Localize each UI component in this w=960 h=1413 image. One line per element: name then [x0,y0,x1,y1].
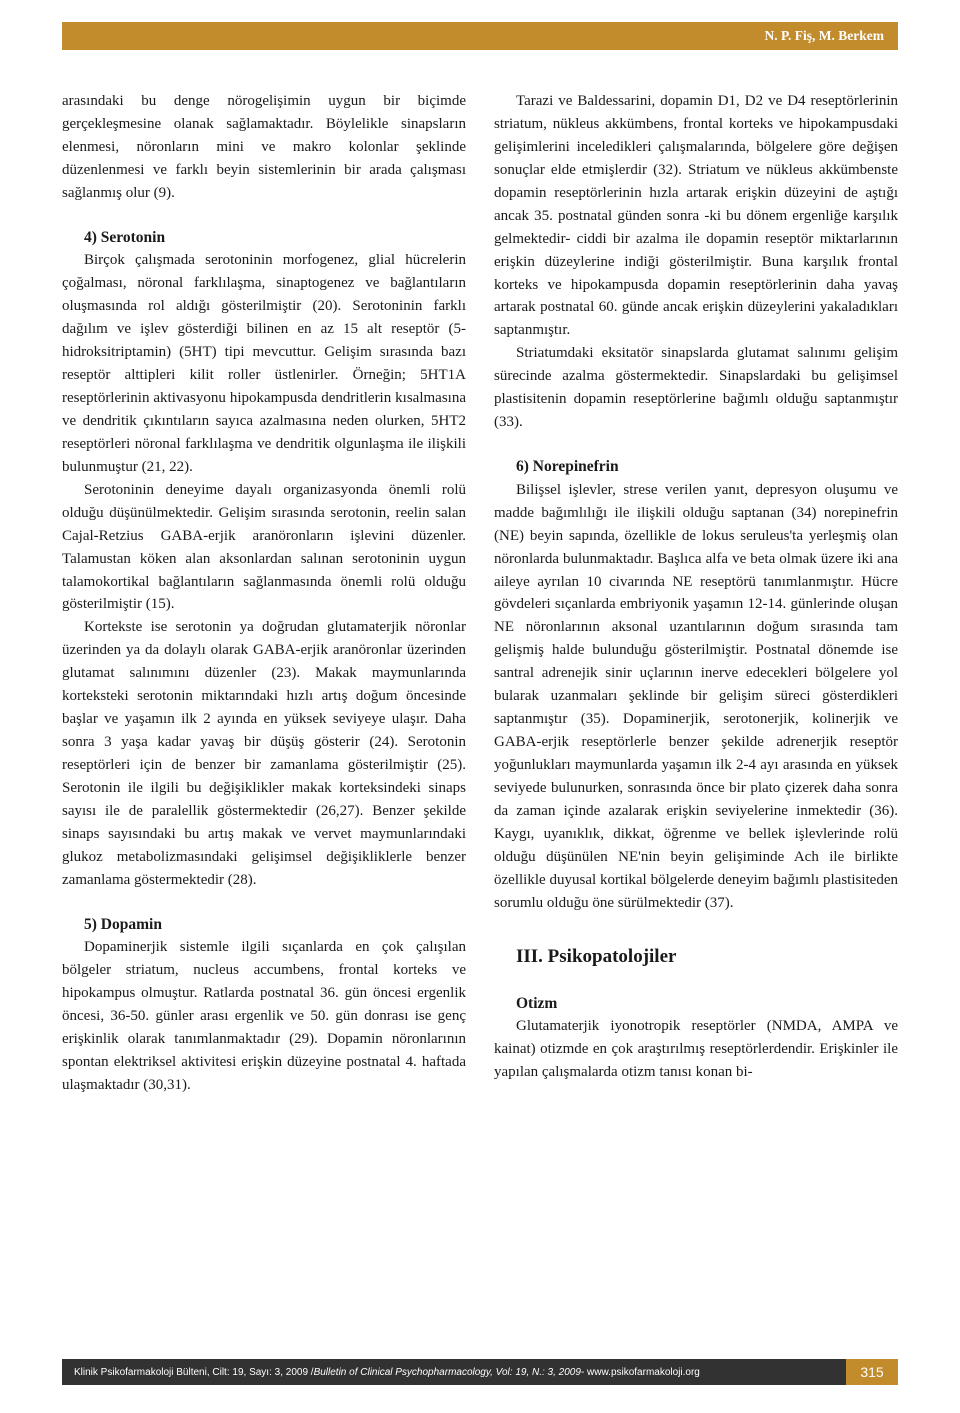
footer-text-en: Bulletin of Clinical Psychopharmacology,… [314,1367,581,1378]
para: Kortekste ise serotonin ya doğrudan glut… [62,616,466,891]
spacer [494,915,898,936]
para: Dopaminerjik sistemle ilgili sıçanlarda … [62,936,466,1097]
page-header-bar: N. P. Fiş, M. Berkem [62,22,898,50]
footer-text-tr: Klinik Psikofarmakoloji Bülteni, Cilt: 1… [74,1367,314,1378]
section-head-psikopatolojiler: III. Psikopatolojiler [494,942,898,971]
subhead-otizm: Otizm [494,992,898,1016]
subhead-serotonin: 4) Serotonin [62,226,466,250]
spacer [62,892,466,913]
subhead-dopamin: 5) Dopamin [62,913,466,937]
right-column: Tarazi ve Baldessarini, dopamin D1, D2 v… [494,90,898,1313]
header-authors: N. P. Fiş, M. Berkem [765,28,884,44]
para: Birçok çalışmada serotoninin morfogenez,… [62,249,466,478]
footer-url: - www.psikofarmakoloji.org [581,1367,700,1378]
para: arasındaki bu denge nörogelişimin uygun … [62,90,466,205]
content-columns: arasındaki bu denge nörogelişimin uygun … [62,90,898,1313]
footer-citation-bar: Klinik Psikofarmakoloji Bülteni, Cilt: 1… [62,1359,846,1385]
spacer [494,434,898,455]
para: Glutamaterjik iyonotropik reseptörler (N… [494,1015,898,1084]
page-number: 315 [846,1359,898,1385]
para: Striatumdaki eksitatör sinapslarda gluta… [494,342,898,434]
spacer [62,205,466,226]
page-footer: Klinik Psikofarmakoloji Bülteni, Cilt: 1… [62,1359,898,1385]
subhead-norepinefrin: 6) Norepinefrin [494,455,898,479]
para: Serotoninin deneyime dayalı organizasyon… [62,479,466,617]
spacer [494,971,898,992]
para: Bilişsel işlevler, strese verilen yanıt,… [494,479,898,915]
left-column: arasındaki bu denge nörogelişimin uygun … [62,90,466,1313]
para: Tarazi ve Baldessarini, dopamin D1, D2 v… [494,90,898,342]
